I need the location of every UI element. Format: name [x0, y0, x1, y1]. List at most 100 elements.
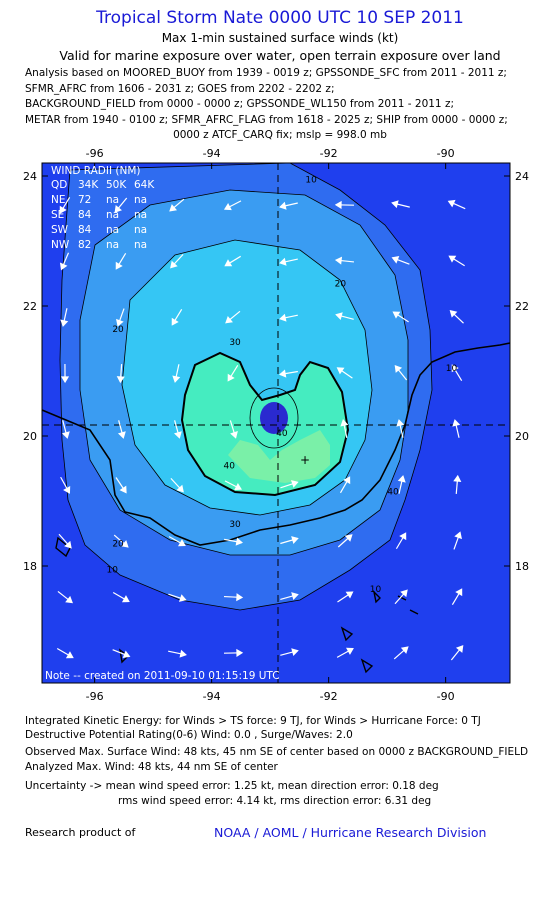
wind-arrow-head [225, 316, 233, 324]
wind-arrow-head [345, 591, 354, 599]
wind-arrow-head [344, 534, 353, 542]
wind-radii-cell: SE [51, 209, 64, 221]
contour-label: 30 [229, 338, 241, 348]
wind-arrow-head [117, 431, 126, 439]
y-tick-label: 18 [515, 560, 529, 573]
wind-arrow-head [455, 645, 464, 653]
contour-label: 20 [335, 280, 347, 290]
wind-arrow-head [119, 485, 127, 494]
contour-label: 30 [229, 520, 241, 530]
wind-arrow-head [114, 205, 122, 213]
uncertainty-line: Uncertainty -> mean wind speed error: 1.… [25, 780, 439, 792]
y-tick-label: 22 [515, 300, 529, 313]
y-tick-label: 18 [23, 560, 37, 573]
wind-arrow-head [343, 476, 351, 485]
wind-radii-cell: na [106, 224, 119, 236]
wind-radii-header: 64K [134, 179, 155, 191]
wind-radii-cell: 84 [78, 224, 92, 236]
contour-label: 10 [370, 585, 382, 595]
wind-radii-cell: 84 [78, 209, 92, 221]
wind-arrow-head [170, 260, 178, 269]
x-tick-label: -94 [203, 690, 221, 703]
noaa-credit-link[interactable]: NOAA / AOML / Hurricane Research Divisio… [214, 825, 487, 840]
wind-arrow-head [279, 313, 287, 322]
plot-frame [41, 162, 511, 684]
wind-arrow-head [177, 539, 186, 547]
wind-radii-cell: na [106, 194, 119, 206]
wind-arrow-head [176, 484, 184, 493]
wind-radii-cell: 82 [78, 239, 91, 251]
x-tick-label: -90 [437, 148, 455, 160]
storm-center-inner [249, 387, 299, 449]
research-label: Research product of [25, 826, 136, 839]
wind-arrows [56, 196, 466, 661]
contour-label: 10 [446, 364, 458, 374]
wind-radii-cell: NE [51, 194, 66, 206]
wind-arrow-head [346, 647, 354, 655]
wind-arrow-head [291, 536, 299, 544]
wind-arrow-head [454, 531, 462, 540]
contour-line-20 [79, 189, 409, 556]
y-tick-label: 20 [23, 430, 37, 443]
wind-arrow-head [334, 256, 343, 265]
contour-line-10 [59, 163, 433, 611]
x-tick-label: -92 [320, 148, 338, 160]
contour-labels: 10 20 20 30 40 40 30 40 10 20 10 10 [106, 176, 457, 596]
analyzed-max-wind: Analyzed Max. Wind: 48 kts, 44 nm SE of … [25, 761, 278, 773]
wind-arrow-head [224, 259, 233, 267]
wind-arrow-head [236, 593, 244, 602]
wind-arrow-head [278, 369, 287, 378]
wind-arrow-head [279, 257, 287, 266]
x-tick-label: -90 [437, 690, 455, 703]
wind-arrow-head [61, 431, 70, 439]
wind-arrow-head [448, 255, 457, 263]
y-tick-label: 20 [515, 430, 529, 443]
chart-title: Tropical Storm Nate 0000 UTC 10 SEP 2011 [96, 8, 464, 28]
wind-arrow-head [121, 595, 130, 603]
storm-center-low [260, 402, 288, 434]
wind-arrow-head [59, 205, 67, 214]
analysis-sources: Analysis based on MOORED_BUOY from 1939 … [25, 66, 555, 144]
contour-label: 40 [276, 429, 288, 439]
wind-arrow-head [178, 594, 187, 602]
x-tick-label: -96 [86, 690, 104, 703]
wind-arrow-head [234, 482, 243, 491]
wind-arrow-head [340, 419, 349, 427]
wind-radii-cell: na [106, 239, 119, 251]
contour-line-40 [180, 351, 350, 497]
contour-line-30 [121, 239, 373, 516]
y-tick-label: 22 [23, 300, 37, 313]
chart-subtitle: Max 1-min sustained surface winds (kt) [161, 31, 399, 45]
wind-arrow-head [65, 651, 74, 659]
wind-arrow-head [230, 431, 238, 439]
wind-arrow-head [447, 199, 456, 208]
axis-ticks: -96 -96 -94 -94 -92 -92 -90 -90 18 18 20 20 22 22 24 24 [23, 148, 529, 703]
dpr-line: Destructive Potential Rating(0-6) Wind: … [25, 729, 353, 741]
wind-arrow-head [116, 318, 124, 327]
x-tick-label: -94 [203, 148, 221, 160]
wind-radii-header: 50K [106, 179, 127, 191]
coastline-islands [55, 536, 419, 674]
wind-arrow-head [391, 255, 400, 264]
wind-arrow-head [179, 649, 187, 658]
wind-arrow-head [392, 311, 401, 319]
wind-arrow-head [169, 204, 178, 212]
contour-label: 10 [305, 176, 317, 186]
wind-arrow-head [172, 375, 181, 383]
ike-line: Integrated Kinetic Energy: for Winds > T… [25, 715, 481, 727]
analysis-line: SFMR_AFRC from 1606 - 2031 z; GOES from … [25, 82, 335, 95]
wind-arrow-head [451, 364, 459, 373]
wind-arrow-head [449, 309, 458, 318]
analysis-line: BACKGROUND_FIELD from 0000 - 0000 z; GPS… [25, 98, 455, 110]
wind-radii-cell: na [134, 209, 147, 221]
rms-line: rms wind speed error: 4.14 kt, rms direc… [118, 795, 432, 807]
contour-label: 40 [387, 488, 399, 498]
wind-arrow-head [227, 373, 235, 382]
wind-arrow-head [291, 648, 299, 657]
wind-arrow-head [63, 486, 71, 494]
contour-label: 40 [223, 462, 235, 472]
wind-arrow-head [291, 592, 299, 601]
x-tick-label: -92 [320, 690, 338, 703]
observed-max-wind: Observed Max. Surface Wind: 48 kts, 45 n… [25, 746, 529, 758]
